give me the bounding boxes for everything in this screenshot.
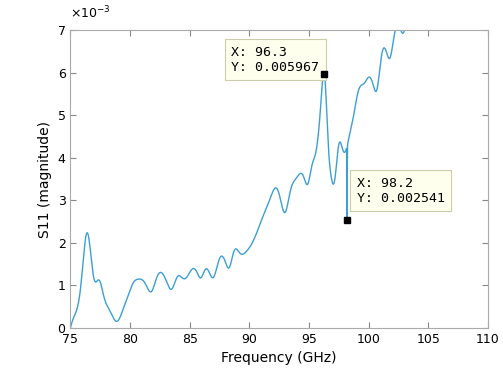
Text: $\times10^{-3}$: $\times10^{-3}$ [70,5,111,21]
X-axis label: Frequency (GHz): Frequency (GHz) [221,351,337,365]
Y-axis label: S11 (magnitude): S11 (magnitude) [38,121,52,238]
Text: X: 98.2
Y: 0.002541: X: 98.2 Y: 0.002541 [357,176,445,205]
Text: X: 96.3
Y: 0.005967: X: 96.3 Y: 0.005967 [231,46,319,74]
